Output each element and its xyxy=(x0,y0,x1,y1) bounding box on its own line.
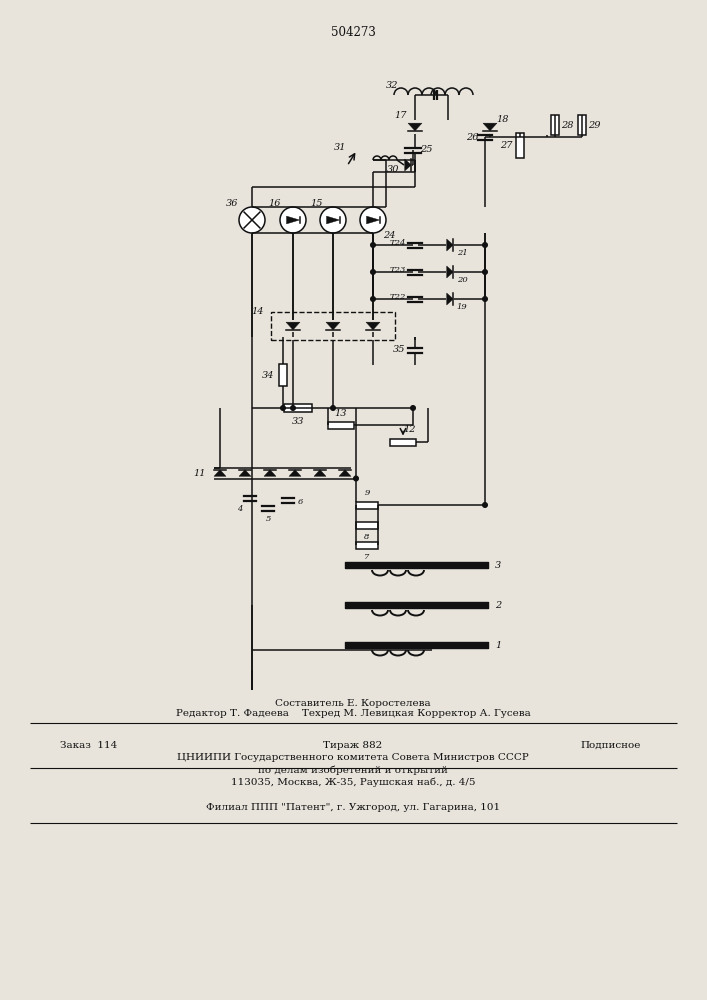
Polygon shape xyxy=(366,322,380,330)
Text: Филиал ППП "Патент", г. Ужгород, ул. Гагарина, 101: Филиал ППП "Патент", г. Ужгород, ул. Гаг… xyxy=(206,802,500,812)
Circle shape xyxy=(483,297,487,301)
Polygon shape xyxy=(404,159,411,171)
Polygon shape xyxy=(314,470,326,476)
Polygon shape xyxy=(447,266,453,278)
Polygon shape xyxy=(214,470,226,476)
Text: 20: 20 xyxy=(457,276,467,284)
Circle shape xyxy=(280,207,306,233)
Text: 16: 16 xyxy=(269,198,281,208)
Text: T22: T22 xyxy=(390,293,407,301)
Bar xyxy=(356,542,378,548)
Circle shape xyxy=(360,207,386,233)
Bar xyxy=(284,404,312,412)
Text: 26: 26 xyxy=(466,132,478,141)
Text: 28: 28 xyxy=(561,120,573,129)
Polygon shape xyxy=(286,216,300,224)
Polygon shape xyxy=(289,470,301,476)
Text: 8: 8 xyxy=(364,533,370,541)
Text: Подписное: Подписное xyxy=(580,740,641,750)
Bar xyxy=(516,132,524,157)
Polygon shape xyxy=(366,216,380,224)
Bar xyxy=(390,438,416,446)
Text: Заказ  114: Заказ 114 xyxy=(60,740,117,750)
Polygon shape xyxy=(408,123,422,131)
Text: по делам изобретений и открытий: по делам изобретений и открытий xyxy=(258,765,448,775)
Circle shape xyxy=(291,406,296,410)
Text: T24: T24 xyxy=(390,239,407,247)
Text: 25: 25 xyxy=(420,144,432,153)
Text: 31: 31 xyxy=(334,143,346,152)
Polygon shape xyxy=(483,123,497,131)
Polygon shape xyxy=(339,470,351,476)
Text: 504273: 504273 xyxy=(331,26,375,39)
Text: 6: 6 xyxy=(298,498,303,506)
Circle shape xyxy=(483,503,487,507)
Polygon shape xyxy=(327,216,339,224)
Text: 21: 21 xyxy=(457,249,467,257)
Circle shape xyxy=(483,243,487,247)
Text: 36: 36 xyxy=(226,198,238,208)
Text: T23: T23 xyxy=(390,266,407,274)
Circle shape xyxy=(370,270,375,274)
Circle shape xyxy=(320,207,346,233)
Text: Тираж 882: Тираж 882 xyxy=(323,740,382,750)
Text: 14: 14 xyxy=(252,306,264,316)
Text: 2: 2 xyxy=(495,601,501,610)
Circle shape xyxy=(411,406,415,410)
Text: 17: 17 xyxy=(395,110,407,119)
Text: 34: 34 xyxy=(262,370,274,379)
Polygon shape xyxy=(326,322,340,330)
Text: 9: 9 xyxy=(364,489,370,497)
Circle shape xyxy=(370,297,375,301)
Text: 18: 18 xyxy=(497,114,509,123)
Text: 35: 35 xyxy=(393,346,405,355)
Text: 1: 1 xyxy=(495,642,501,650)
Bar xyxy=(328,422,354,428)
Text: Редактор Т. Фадеева    Техред М. Левицкая Корректор А. Гусева: Редактор Т. Фадеева Техред М. Левицкая К… xyxy=(175,710,530,718)
Polygon shape xyxy=(447,293,453,305)
Polygon shape xyxy=(447,239,453,251)
Text: 29: 29 xyxy=(588,120,600,129)
Circle shape xyxy=(331,406,335,410)
Text: 24: 24 xyxy=(382,231,395,239)
Text: 5: 5 xyxy=(265,515,271,523)
Text: 32: 32 xyxy=(386,81,398,90)
Circle shape xyxy=(370,243,375,247)
Text: ЦНИИПИ Государственного комитета Совета Министров СССР: ЦНИИПИ Государственного комитета Совета … xyxy=(177,754,529,762)
Text: 12: 12 xyxy=(404,426,416,434)
Text: 7: 7 xyxy=(364,553,370,561)
Text: 3: 3 xyxy=(495,562,501,570)
Bar xyxy=(578,115,586,135)
Text: 13: 13 xyxy=(334,408,347,418)
Circle shape xyxy=(239,207,265,233)
Text: 11: 11 xyxy=(194,468,206,478)
Text: 113035, Москва, Ж-35, Раушская наб., д. 4/5: 113035, Москва, Ж-35, Раушская наб., д. … xyxy=(230,777,475,787)
Bar xyxy=(356,522,378,528)
Circle shape xyxy=(483,270,487,274)
Text: 27: 27 xyxy=(500,140,513,149)
Polygon shape xyxy=(264,470,276,476)
Text: 15: 15 xyxy=(311,198,323,208)
Bar xyxy=(551,115,559,135)
Circle shape xyxy=(281,406,286,410)
Bar xyxy=(356,502,378,508)
Polygon shape xyxy=(239,470,251,476)
Polygon shape xyxy=(286,322,300,330)
Text: 30: 30 xyxy=(387,164,399,174)
Bar xyxy=(279,364,287,386)
Text: 4: 4 xyxy=(238,505,243,513)
Text: 19: 19 xyxy=(457,303,467,311)
Text: 33: 33 xyxy=(292,416,304,426)
Circle shape xyxy=(354,476,358,481)
Text: Составитель Е. Коростелева: Составитель Е. Коростелева xyxy=(275,698,431,708)
